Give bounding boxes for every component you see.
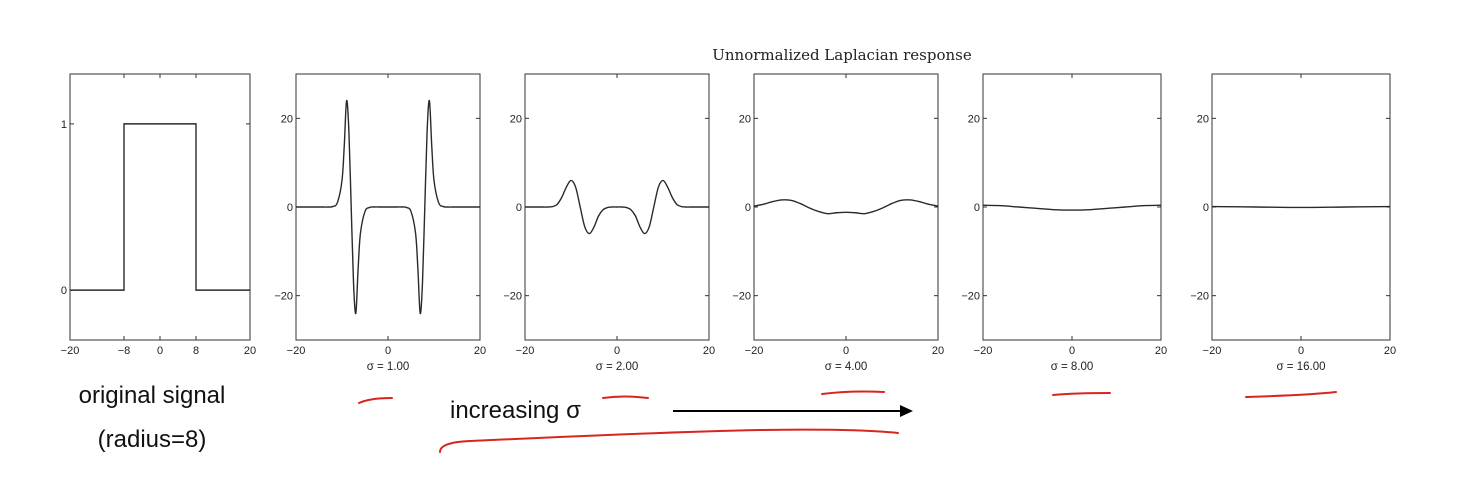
red-mark-sigma2 <box>602 395 649 399</box>
y-tick-label: −20 <box>274 291 293 303</box>
series-line-sigma_16 <box>1211 205 1391 209</box>
y-tick-label: 0 <box>516 202 522 214</box>
panel-sigma_8: −20 0 20 −20 0 20 σ = 8.00 <box>961 73 1167 373</box>
arrow-head-icon <box>900 405 913 417</box>
sigma-label: σ = 1.00 <box>367 361 410 373</box>
x-tick-label: 0 <box>157 345 163 357</box>
x-tick-label: −8 <box>118 345 131 357</box>
axes-frame <box>753 73 939 341</box>
x-tick-label: −20 <box>516 345 535 357</box>
y-tick-label: 0 <box>61 285 67 297</box>
original-signal-label: original signal <box>79 382 226 409</box>
series-line-sigma_2 <box>524 179 709 235</box>
x-tick-label: 20 <box>932 345 944 357</box>
panel-sigma_4: −20 0 20 −20 0 20 σ = 4.00 <box>732 73 944 373</box>
y-tick-label: −20 <box>503 291 522 303</box>
x-tick-label: 20 <box>474 345 486 357</box>
panel-sigma_16: −20 0 20 −20 0 20 σ = 16.00 <box>1190 73 1396 373</box>
y-tick-label: 20 <box>968 113 980 125</box>
red-mark-sigma1 <box>358 397 393 404</box>
increasing-arrow <box>673 405 913 417</box>
x-tick-label: 0 <box>843 345 849 357</box>
x-tick-label: 20 <box>1155 345 1167 357</box>
panel-sigma_2: −20 0 20 −20 0 20 σ = 2.00 <box>503 73 715 373</box>
x-tick-label: −20 <box>287 345 306 357</box>
red-mark-sigma16 <box>1245 391 1337 398</box>
red-mark-sigma8 <box>1052 392 1111 396</box>
y-tick-label: 0 <box>1203 202 1209 214</box>
series-line-sigma_8 <box>982 204 1162 211</box>
sigma-label: σ = 2.00 <box>596 361 639 373</box>
red-long-underline <box>439 428 899 453</box>
x-tick-label: 0 <box>614 345 620 357</box>
panel-sigma_1: −20 0 20 −20 0 20 σ = 1.00 <box>274 73 486 373</box>
x-tick-label: 0 <box>385 345 391 357</box>
chart-title: Unnormalized Laplacian response <box>712 46 972 64</box>
y-tick-label: 20 <box>1197 113 1209 125</box>
series-line-sigma_1 <box>295 99 480 315</box>
x-tick-label: −20 <box>61 345 80 357</box>
y-tick-label: 20 <box>510 113 522 125</box>
series-line-original_signal <box>70 123 250 291</box>
y-tick-label: 20 <box>281 113 293 125</box>
y-tick-label: −20 <box>1190 291 1209 303</box>
increasing-sigma-label: increasing σ <box>450 397 581 424</box>
axes-frame <box>982 73 1162 341</box>
x-tick-label: 8 <box>193 345 199 357</box>
red-mark-sigma4 <box>821 390 885 395</box>
axes-frame <box>69 73 251 341</box>
series-line-sigma_4 <box>753 199 939 215</box>
y-tick-label: 1 <box>61 119 67 131</box>
x-tick-label: 0 <box>1069 345 1075 357</box>
radius-label: (radius=8) <box>98 426 207 453</box>
sigma-label: σ = 16.00 <box>1277 361 1326 373</box>
x-tick-label: −20 <box>745 345 764 357</box>
x-tick-label: 20 <box>244 345 256 357</box>
x-tick-label: 20 <box>703 345 715 357</box>
y-tick-label: 0 <box>287 202 293 214</box>
red-underline-marks <box>358 390 1337 453</box>
y-tick-label: 0 <box>745 202 751 214</box>
x-tick-label: 20 <box>1384 345 1396 357</box>
sigma-label: σ = 8.00 <box>1051 361 1094 373</box>
y-tick-label: 0 <box>974 202 980 214</box>
x-tick-label: 0 <box>1298 345 1304 357</box>
sigma-label: σ = 4.00 <box>825 361 868 373</box>
y-tick-label: −20 <box>961 291 980 303</box>
x-tick-label: −20 <box>1203 345 1222 357</box>
y-tick-label: −20 <box>732 291 751 303</box>
panel-original_signal: −20 −8 0 8 20 0 1 <box>61 73 256 357</box>
x-tick-label: −20 <box>974 345 993 357</box>
y-tick-label: 20 <box>739 113 751 125</box>
